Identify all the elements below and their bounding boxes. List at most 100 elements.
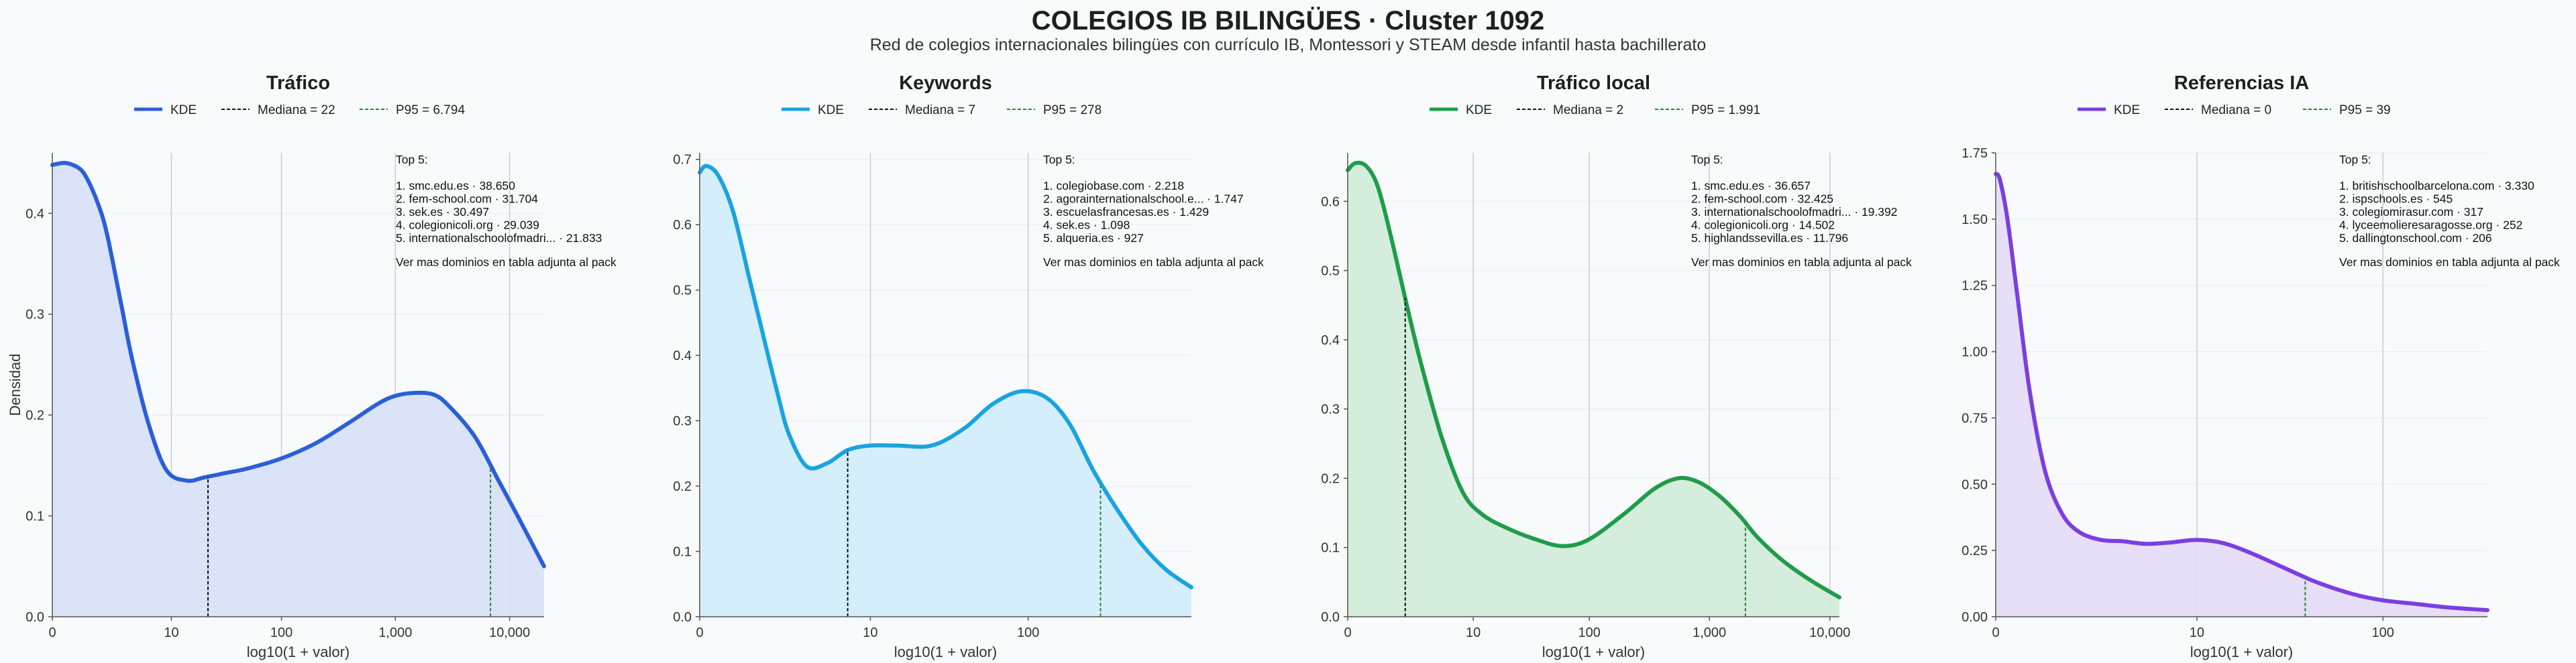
legend-p95-label: P95 = 278 [1043,103,1102,117]
top5-header: Top 5: [2339,153,2371,166]
x-tick-label: 100 [1017,625,1039,640]
x-tick-label: 0 [1992,625,1999,640]
top5-header: Top 5: [1043,153,1075,166]
y-tick-label: 1.50 [1962,213,1988,227]
y-tick-label: 0.1 [673,545,692,560]
y-tick-label: 1.00 [1962,345,1988,360]
legend-p95-label: P95 = 1.991 [1691,103,1760,117]
y-tick-label: 0.1 [25,509,44,524]
y-tick-label: 0.4 [673,349,692,363]
x-axis-label: log10(1 + valor) [1542,644,1645,660]
y-axis-label: Densidad [7,354,23,416]
x-tick-label: 10,000 [489,625,530,640]
y-tick-label: 1.25 [1962,279,1988,294]
y-tick-label: 0.75 [1962,411,1988,426]
chart-panel-3: Tráfico local KDE Mediana = 2 P95 = 1.991 0 1… [1321,72,1912,660]
top5-item: 3. colegiomirasur.com · 317 [2339,205,2483,219]
y-tick-label: 0.3 [25,308,44,322]
y-tick-label: 0.6 [1321,194,1340,209]
top5-footer: Ver mas dominios en tabla adjunta al pac… [1691,255,1912,269]
panel-title: Tráfico [266,72,330,94]
top5-item: 4. sek.es · 1.098 [1043,219,1130,232]
chart-panel-2: Keywords KDE Mediana = 7 P95 = 278 0 10 100 0.0… [673,72,1264,660]
y-tick-label: 0.7 [673,153,692,168]
panel-title: Keywords [899,72,992,94]
top5-item: 5. dallingtonschool.com · 206 [2339,231,2492,245]
kde-area [700,166,1191,617]
y-tick-label: 0.25 [1962,544,1988,558]
legend: KDE Mediana = 2 P95 = 1.991 [1430,103,1760,117]
top5-item: 2. ispschools.es · 545 [2339,192,2453,206]
y-tick-label: 0.0 [25,610,44,625]
kde-area [52,162,544,617]
x-tick-label: 10,000 [1809,625,1850,640]
x-tick-label: 100 [2372,625,2394,640]
chart-panel-4: Referencias IA KDE Mediana = 0 P95 = 39 0 10 1… [1962,72,2560,660]
legend-p95-label: P95 = 6.794 [396,103,465,117]
top5-header: Top 5: [1691,153,1723,166]
chart-subtitle: Red de colegios internacionales bilingüe… [870,36,1707,54]
legend-median-label: Mediana = 22 [258,103,335,117]
x-tick-label: 1,000 [1693,625,1726,640]
legend: KDE Mediana = 0 P95 = 39 [2078,103,2391,117]
x-axis-label: log10(1 + valor) [247,644,350,660]
y-tick-label: 0.5 [673,284,692,298]
top5-item: 4. colegionicoli.org · 29.039 [396,219,539,232]
y-tick-label: 0.00 [1962,610,1988,625]
x-tick-label: 0 [1344,625,1351,640]
top5-item: 3. escuelasfrancesas.es · 1.429 [1043,205,1209,219]
panel-title: Tráfico local [1537,72,1650,94]
legend-kde-label: KDE [818,103,844,117]
top5-annotation: Top 5: 1. britishschoolbarcelona.com · 3.… [2339,153,2560,269]
top5-item: 2. fem-school.com · 32.425 [1691,192,1833,206]
kde-line [1994,172,2489,613]
x-tick-label: 10 [164,625,178,640]
top5-item: 2. fem-school.com · 31.704 [396,192,538,206]
y-tick-label: 0.50 [1962,477,1988,492]
top5-footer: Ver mas dominios en tabla adjunta al pac… [396,255,616,269]
x-tick-label: 1,000 [378,625,412,640]
legend-median-label: Mediana = 0 [2201,103,2271,117]
top5-item: 5. alqueria.es · 927 [1043,231,1144,245]
top5-header: Top 5: [396,153,428,166]
panel-title: Referencias IA [2174,72,2310,94]
y-tick-label: 0.0 [1321,610,1340,625]
x-tick-label: 100 [270,625,292,640]
y-tick-label: 0.5 [1321,264,1340,279]
y-tick-label: 0.3 [673,414,692,429]
legend: KDE Mediana = 22 P95 = 6.794 [134,103,465,117]
top5-item: 1. smc.edu.es · 38.650 [396,179,515,192]
y-tick-label: 0.3 [1321,402,1340,417]
legend-kde-label: KDE [1466,103,1492,117]
y-tick-label: 1.75 [1962,146,1988,161]
chart-title: COLEGIOS IB BILINGÜES · Cluster 1092 [1032,5,1545,36]
top5-item: 2. agorainternationalschool.e... · 1.747 [1043,192,1244,206]
x-tick-label: 10 [863,625,877,640]
kde-line [698,164,1193,590]
top5-item: 1. colegiobase.com · 2.218 [1043,179,1184,192]
y-tick-label: 0.2 [1321,471,1340,486]
y-tick-label: 0.1 [1321,541,1340,556]
top5-item: 1. britishschoolbarcelona.com · 3.330 [2339,179,2534,192]
x-tick-label: 0 [48,625,56,640]
legend-median-label: Mediana = 7 [905,103,975,117]
y-tick-label: 0.6 [673,218,692,233]
y-tick-label: 0.0 [673,610,692,625]
x-tick-label: 10 [1466,625,1481,640]
kde-line [50,160,546,568]
legend-kde-label: KDE [170,103,197,117]
legend-p95-label: P95 = 39 [2339,103,2391,117]
legend-kde-label: KDE [2114,103,2140,117]
x-axis-label: log10(1 + valor) [894,644,997,660]
y-tick-label: 0.4 [1321,333,1340,348]
x-tick-label: 100 [1578,625,1600,640]
kde-line [1346,160,1841,600]
top5-footer: Ver mas dominios en tabla adjunta al pac… [1043,255,1264,269]
chart-panel-1: Tráfico KDE Mediana = 22 P95 = 6.794 0 10 100 1… [7,72,616,660]
top5-item: 3. sek.es · 30.497 [396,205,489,219]
